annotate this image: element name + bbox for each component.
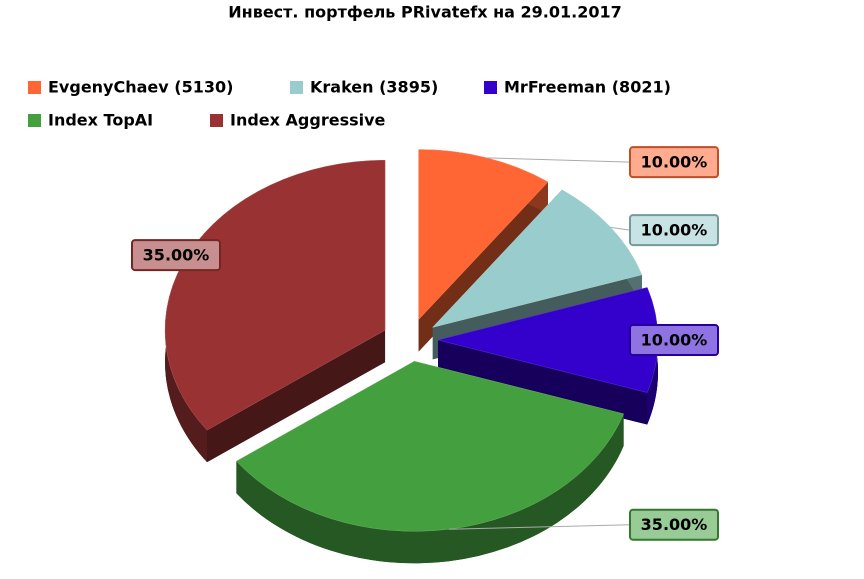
legend-label: Index Aggressive <box>230 111 386 130</box>
leader-line <box>486 157 631 163</box>
legend-label: MrFreeman (8021) <box>504 78 671 97</box>
leader-line <box>610 226 631 231</box>
slice-inner-wall <box>418 149 548 352</box>
slice <box>164 159 386 431</box>
data-label: 35.00% <box>641 515 708 534</box>
label-box <box>131 239 221 272</box>
data-label: 10.00% <box>641 221 708 240</box>
leader-line <box>448 524 631 530</box>
chart-title: Инвест. портфель PRivatefx на 29.01.2017 <box>228 3 621 22</box>
slice <box>431 189 643 328</box>
label-box <box>629 214 719 247</box>
label-box <box>629 146 719 179</box>
label-box <box>629 508 719 541</box>
legend-label: Kraken (3895) <box>310 78 438 97</box>
data-label: 10.00% <box>641 153 708 172</box>
legend-swatch <box>484 81 497 94</box>
data-label: 10.00% <box>641 331 708 350</box>
slice-outer-wall <box>236 413 624 564</box>
data-label: 35.00% <box>143 246 210 265</box>
legend-label: EvgenyChaev (5130) <box>48 78 233 97</box>
legend-swatch <box>28 81 41 94</box>
legend-swatch <box>290 81 303 94</box>
label-box <box>629 324 719 356</box>
legend-swatch <box>28 114 41 127</box>
legend-label: Index TopAI <box>48 111 153 130</box>
slice <box>418 149 549 321</box>
slice-inner-wall <box>207 160 386 463</box>
legend-swatch <box>210 114 223 127</box>
